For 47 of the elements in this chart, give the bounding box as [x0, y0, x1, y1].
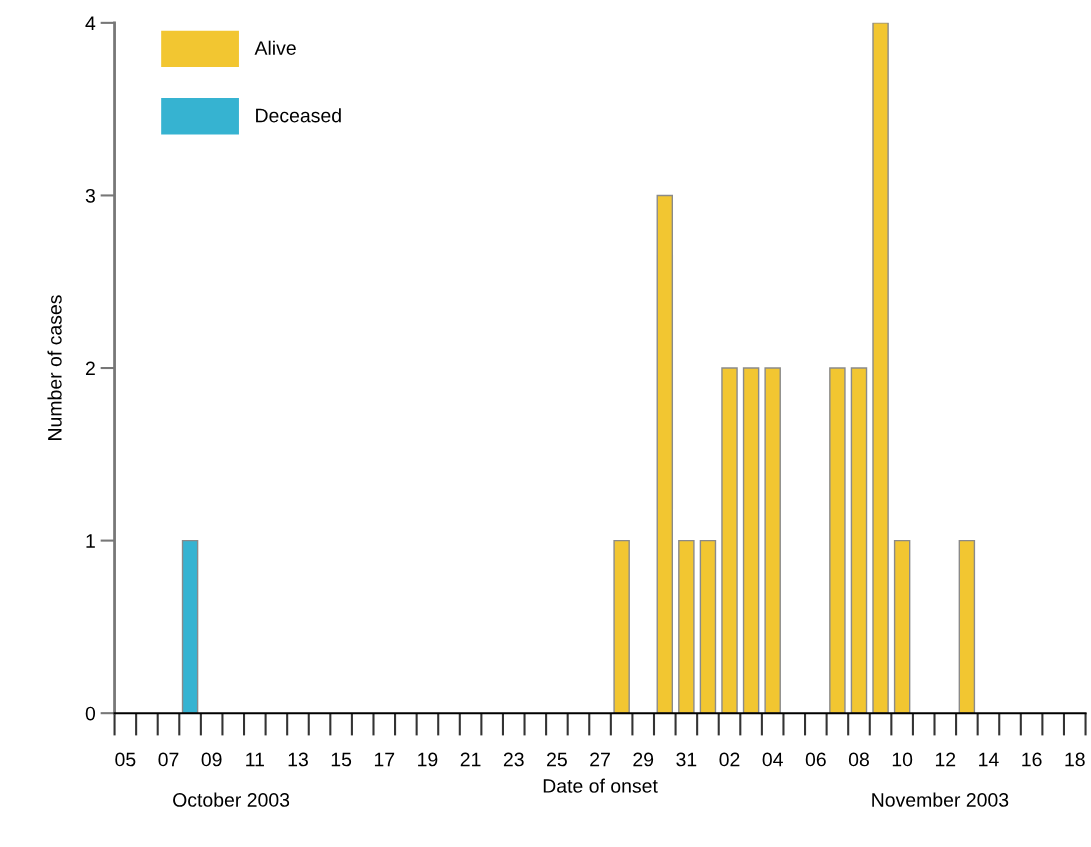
x-tick-label: 06	[805, 752, 826, 767]
x-tick-label: 09	[201, 752, 222, 767]
x-tick-label: 02	[719, 752, 740, 767]
legend-label: Alive	[254, 40, 296, 55]
x-tick-label: 15	[331, 752, 352, 767]
bar	[699, 539, 717, 714]
x-tick-label: 04	[762, 752, 783, 767]
x-tick-label: 16	[1022, 752, 1042, 767]
x-tick-label: 23	[503, 752, 524, 767]
x-axis-title: Date of onset	[543, 778, 658, 793]
bar	[893, 539, 911, 714]
bar	[958, 539, 976, 714]
bar	[764, 367, 781, 714]
x-tick-label: 05	[115, 752, 136, 767]
x-tick-label: 14	[979, 752, 999, 767]
legend-label: Deceased	[256, 108, 341, 123]
x-tick-label: 29	[633, 752, 654, 767]
x-tick-label: 18	[1065, 752, 1085, 767]
bar	[656, 194, 674, 714]
bar	[742, 367, 760, 714]
x-tick-label: 12	[935, 752, 956, 767]
x-tick-label: 25	[547, 752, 567, 767]
x-tick-label: 27	[590, 752, 610, 767]
x-tick-label: 21	[460, 752, 481, 767]
x-tick-label: 10	[892, 752, 913, 767]
y-tick-label: 3	[85, 188, 95, 203]
x-tick-label: 11	[246, 752, 264, 767]
bar	[850, 367, 868, 714]
bar	[613, 539, 630, 714]
x-tick-label: 13	[288, 752, 308, 767]
bar	[721, 367, 738, 714]
x-tick-label: 07	[158, 752, 179, 767]
y-tick-label: 2	[85, 361, 95, 376]
bar	[678, 539, 695, 714]
x-tick-label: 08	[848, 752, 869, 767]
y-axis-title: Number of cases	[47, 295, 62, 440]
y-tick-label: 0	[85, 706, 96, 721]
bar	[872, 22, 889, 714]
text: October 2003	[173, 792, 290, 807]
x-tick-label: 17	[374, 752, 395, 767]
y-tick-label: 1	[86, 534, 95, 548]
bar	[829, 367, 846, 714]
text: November 2003	[872, 792, 1009, 807]
x-tick-label: 31	[676, 752, 697, 767]
y-tick-label: 4	[85, 16, 96, 30]
x-tick-label: 19	[418, 752, 438, 767]
bar	[181, 539, 199, 714]
